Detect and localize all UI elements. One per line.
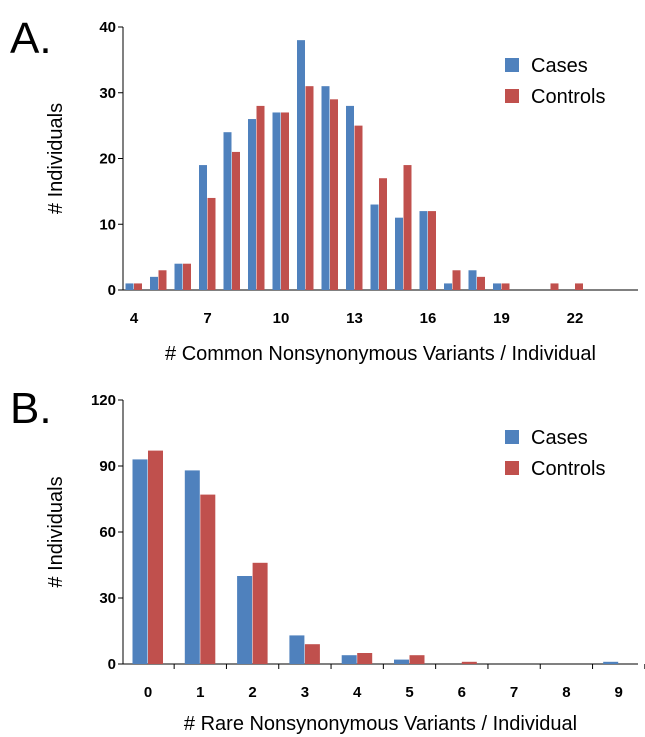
bar-cases-6 <box>174 263 183 290</box>
x-tick-label: 0 <box>144 684 152 701</box>
y-axis-title: # Individuals <box>45 476 67 587</box>
legend: Cases Controls <box>505 427 605 480</box>
bar-controls-5 <box>409 655 425 664</box>
chart-panel-a: A. 0 10 20 30 40 4 7 10 13 16 19 22 # Common Nonsynon… <box>10 14 638 365</box>
bar-cases-18 <box>468 270 477 290</box>
y-tick-label: 30 <box>99 85 116 102</box>
x-axis-title: # Rare Nonsynonymous Variants / Individu… <box>184 713 577 735</box>
bar-cases-9 <box>603 661 619 664</box>
x-tick-label: 6 <box>458 684 466 701</box>
y-tick-label: 10 <box>99 216 116 233</box>
legend-swatch-controls <box>505 461 519 475</box>
x-tick-label: 4 <box>353 684 362 701</box>
x-tick-label: 13 <box>346 310 363 327</box>
bar-cases-7 <box>199 165 207 290</box>
y-tick-label: 0 <box>108 656 116 673</box>
y-tick-label: 0 <box>108 282 116 299</box>
x-tick-label: 9 <box>615 684 623 701</box>
bar-cases-14 <box>370 204 379 290</box>
legend-label-cases: Cases <box>531 427 588 449</box>
bar-controls-14 <box>379 178 387 290</box>
bar-cases-2 <box>237 576 253 664</box>
bar-controls-9 <box>256 105 265 291</box>
bar-controls-4 <box>134 283 142 290</box>
bar-cases-15 <box>395 217 403 290</box>
panel-label: A. <box>10 14 52 63</box>
bar-controls-22 <box>575 283 583 290</box>
x-tick-label: 2 <box>248 684 256 701</box>
bar-cases-17 <box>444 283 452 290</box>
bar-controls-21 <box>550 283 559 290</box>
bar-cases-10 <box>272 112 281 290</box>
x-tick-label: 10 <box>273 310 290 327</box>
bar-controls-1 <box>200 494 216 664</box>
legend-swatch-controls <box>505 89 519 103</box>
y-tick-label: 60 <box>99 524 116 541</box>
bar-cases-11 <box>297 40 305 291</box>
y-tick-label: 40 <box>99 19 116 36</box>
x-tick-label: 5 <box>405 684 413 701</box>
x-tick-label: 7 <box>203 310 211 327</box>
bar-controls-6 <box>461 661 477 664</box>
bar-cases-0 <box>132 459 148 664</box>
y-tick-label: 120 <box>91 392 116 409</box>
legend: Cases Controls <box>505 55 605 108</box>
bar-controls-8 <box>232 151 240 290</box>
x-tick-label: 7 <box>510 684 518 701</box>
bar-controls-16 <box>428 211 436 290</box>
bar-controls-18 <box>477 276 485 290</box>
x-tick-label: 1 <box>196 684 204 701</box>
chart-panel-b: B. 0 30 60 90 120 0 1 2 3 4 5 6 7 8 9 # Rare Nonsynonymo… <box>10 384 645 735</box>
bar-controls-12 <box>330 99 338 290</box>
bar-cases-9 <box>248 119 256 290</box>
bar-cases-13 <box>346 105 354 291</box>
bar-cases-19 <box>493 283 501 290</box>
y-tick-label: 90 <box>99 458 116 475</box>
bar-cases-16 <box>419 211 428 290</box>
panel-label: B. <box>10 384 52 433</box>
bar-cases-4 <box>125 283 134 290</box>
bar-controls-13 <box>354 125 363 290</box>
bar-controls-2 <box>252 562 268 664</box>
x-tick-label: 3 <box>301 684 309 701</box>
bar-controls-3 <box>304 644 320 664</box>
bar-cases-5 <box>150 276 158 290</box>
y-tick-label: 20 <box>99 151 116 168</box>
x-tick-label: 4 <box>130 310 139 327</box>
x-tick-label: 22 <box>567 310 584 327</box>
x-tick-label: 16 <box>420 310 437 327</box>
x-tick-label: 8 <box>562 684 570 701</box>
bar-cases-4 <box>341 655 357 664</box>
legend-label-controls: Controls <box>531 86 605 108</box>
y-axis-title: # Individuals <box>45 103 67 214</box>
bar-cases-12 <box>321 86 330 290</box>
legend-swatch-cases <box>505 430 519 444</box>
bar-cases-1 <box>184 470 200 664</box>
bar-controls-0 <box>148 450 163 664</box>
bar-controls-11 <box>305 86 314 290</box>
x-axis-title: # Common Nonsynonymous Variants / Indivi… <box>165 343 596 365</box>
legend-swatch-cases <box>505 58 519 72</box>
bar-controls-19 <box>501 283 510 290</box>
bar-controls-15 <box>403 165 412 290</box>
bar-cases-3 <box>289 635 305 664</box>
bar-cases-5 <box>394 659 409 664</box>
bar-controls-5 <box>158 270 167 290</box>
y-tick-label: 30 <box>99 590 116 607</box>
legend-label-controls: Controls <box>531 458 605 480</box>
bar-controls-6 <box>183 263 191 290</box>
bar-controls-17 <box>452 270 461 290</box>
x-tick-label: 19 <box>493 310 510 327</box>
bar-controls-7 <box>207 197 216 290</box>
bar-cases-8 <box>223 132 232 290</box>
bar-controls-4 <box>357 653 373 664</box>
bar-controls-10 <box>281 112 289 290</box>
legend-label-cases: Cases <box>531 55 588 77</box>
